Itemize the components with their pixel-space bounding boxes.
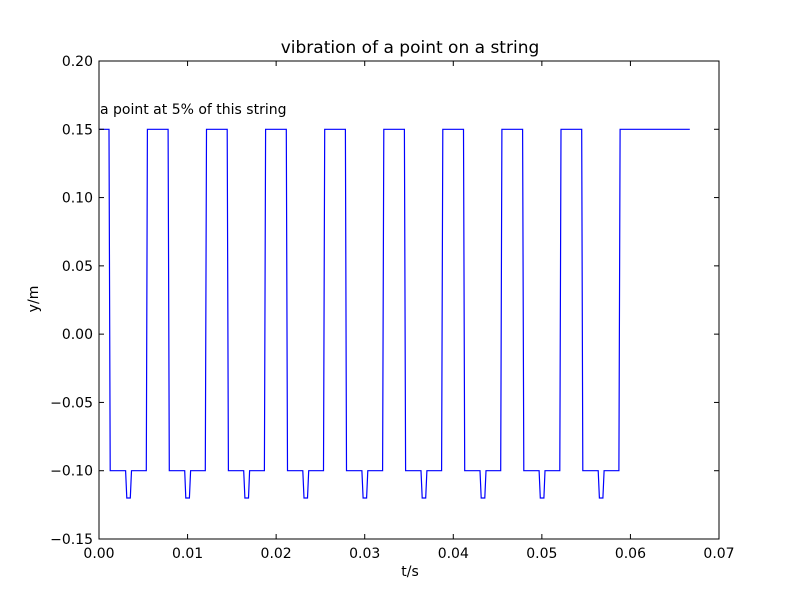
x-tick-label: 0.03 — [349, 546, 380, 562]
x-axis-label: t/s — [401, 564, 419, 580]
x-tick-label: 0.04 — [438, 546, 469, 562]
x-tick-label: 0.06 — [615, 546, 646, 562]
annotation-text: a point at 5% of this string — [100, 102, 287, 118]
y-tick-label: −0.15 — [50, 532, 93, 548]
y-axis-label: y/m — [26, 286, 42, 313]
plot-frame — [98, 60, 720, 540]
y-tick-label: 0.05 — [62, 259, 93, 275]
y-tick-label: −0.05 — [50, 395, 93, 411]
y-tick-label: −0.10 — [50, 464, 93, 480]
x-tick-label: 0.01 — [172, 546, 203, 562]
y-tick-label: 0.20 — [62, 54, 93, 70]
x-tick-label: 0.02 — [261, 546, 292, 562]
plot-area: 0.00 0.01 0.02 0.03 0.04 0.05 0.06 0.07 −0.15 −0.… — [50, 54, 734, 562]
x-tick-label: 0.00 — [83, 546, 114, 562]
x-tick-label: 0.07 — [703, 546, 734, 562]
series-line — [99, 128, 690, 499]
x-tick-label: 0.05 — [526, 546, 557, 562]
chart-title: vibration of a point on a string — [281, 38, 540, 58]
y-tick-label: 0.10 — [62, 191, 93, 207]
y-tick-label: 0.15 — [62, 122, 93, 138]
y-tick-label: 0.00 — [62, 327, 93, 343]
